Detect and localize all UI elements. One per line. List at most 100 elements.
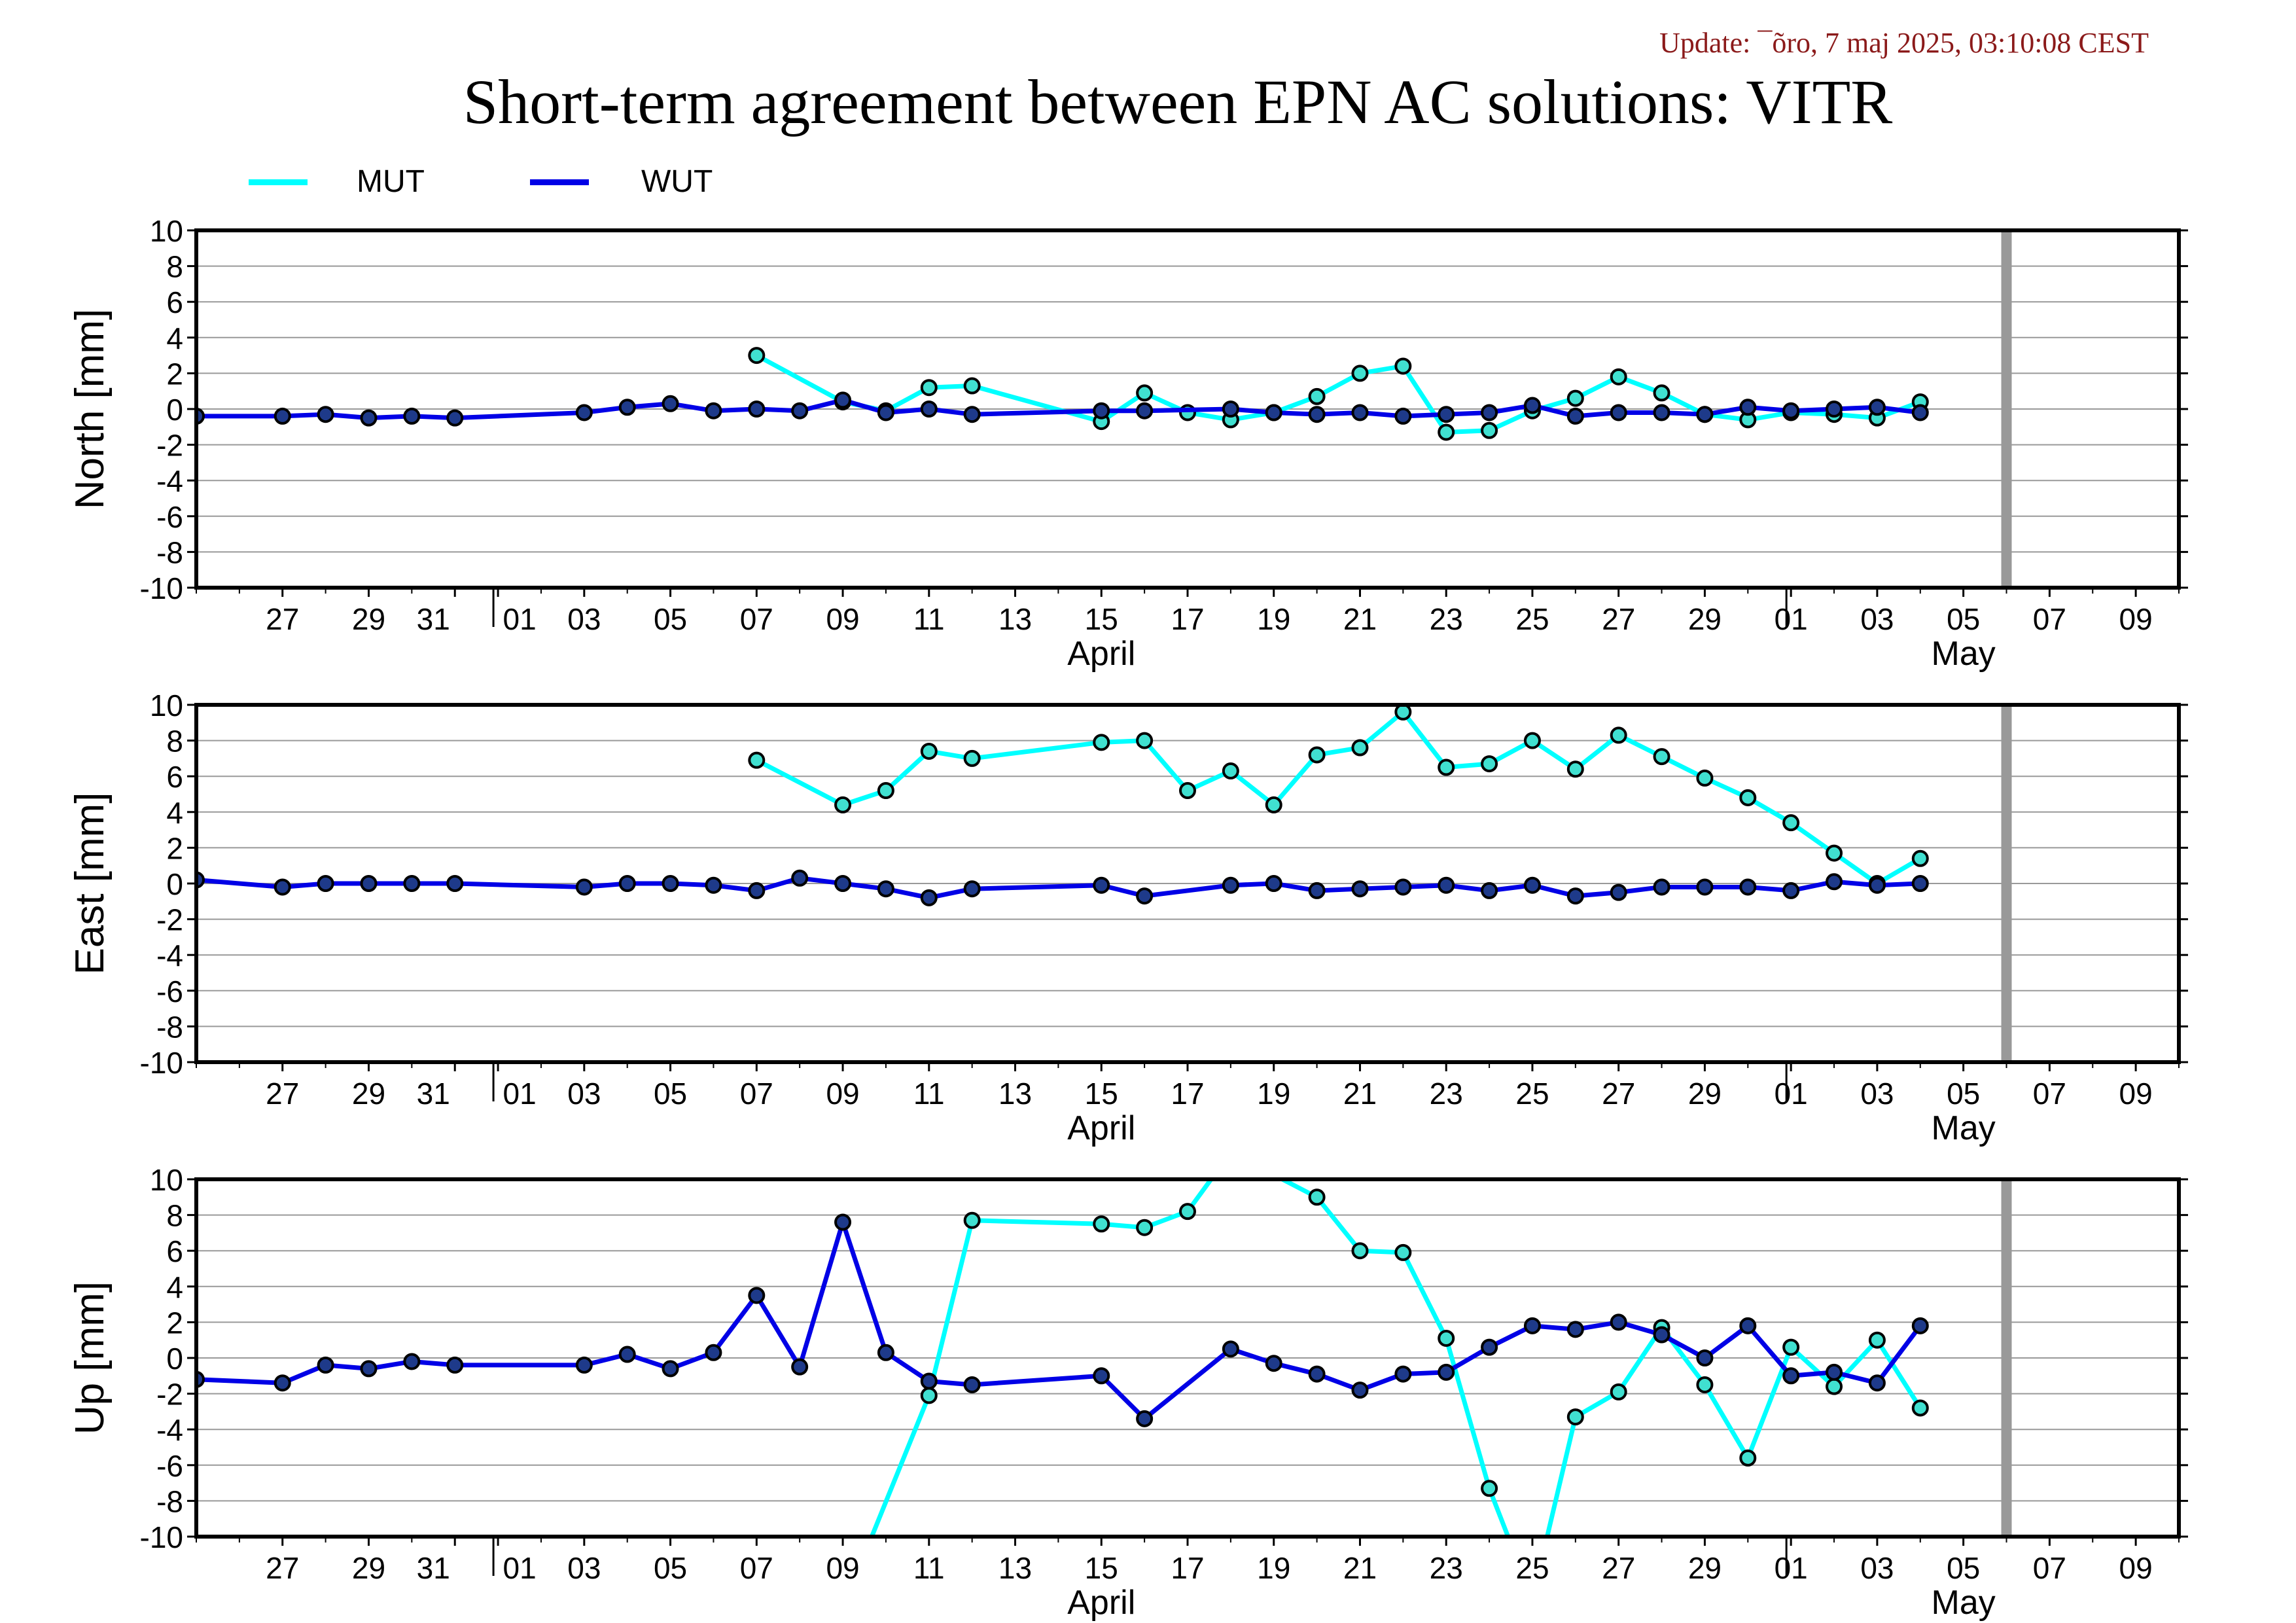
data-point-wut [662, 395, 679, 412]
plot-frame [194, 228, 2181, 590]
data-point-mut [1782, 1338, 1800, 1356]
data-point-wut [446, 1356, 464, 1374]
data-point-wut [1826, 873, 1843, 891]
data-point-wut [1826, 401, 1843, 418]
y-tick-label: -8 [156, 1010, 183, 1044]
data-point-mut [920, 1387, 938, 1404]
data-point-wut [403, 1353, 421, 1370]
y-tick-label: 2 [166, 357, 183, 391]
data-point-wut [705, 876, 722, 894]
data-point-mut [1566, 389, 1584, 407]
data-point-wut [360, 1360, 378, 1378]
data-point-wut [1351, 1382, 1369, 1399]
data-point-mut [1739, 1449, 1757, 1467]
y-axis-label: North [mm] [67, 309, 113, 510]
data-point-wut [1610, 883, 1627, 901]
data-point-wut [274, 878, 291, 896]
y-tick-label: 8 [166, 1199, 183, 1233]
data-point-wut [791, 402, 809, 419]
data-point-wut [1136, 402, 1154, 419]
data-point-wut [618, 1346, 636, 1363]
y-tick-label: -2 [156, 903, 183, 937]
x-tick-label: 13 [998, 1077, 1032, 1111]
x-tick-label: 29 [1688, 602, 1722, 636]
month-label: April [1067, 635, 1135, 673]
legend-label-wut: WUT [641, 164, 713, 199]
y-tick-label: 2 [166, 831, 183, 865]
y-tick-label: -4 [156, 938, 183, 972]
data-point-mut [1653, 384, 1670, 402]
data-point-mut [1136, 732, 1154, 749]
x-tick-label: 21 [1343, 602, 1377, 636]
x-tick-label: 09 [826, 1551, 859, 1585]
series-line-mut-up [869, 1179, 1922, 1537]
y-tick-label: 0 [166, 1342, 183, 1376]
data-point-wut [1782, 882, 1800, 899]
data-point-wut [575, 1356, 593, 1374]
y-axis-label: Up [mm] [67, 1281, 113, 1435]
x-tick-label: 09 [826, 602, 859, 636]
month-label: April [1067, 1109, 1135, 1147]
data-point-wut [877, 404, 894, 421]
data-point-wut [920, 889, 938, 906]
data-point-mut [1481, 755, 1498, 773]
data-point-wut [618, 399, 636, 416]
legend-label-mut: MUT [357, 164, 425, 199]
data-point-mut [1093, 1215, 1110, 1233]
y-tick-label: -4 [156, 1413, 183, 1447]
y-tick-label: -8 [156, 1484, 183, 1518]
data-point-wut [1308, 406, 1326, 423]
x-tick-label: 09 [826, 1077, 859, 1111]
data-point-wut [920, 1372, 938, 1390]
y-tick-label: -2 [156, 429, 183, 463]
y-tick-label: 4 [166, 321, 183, 355]
x-tick-label: 21 [1343, 1077, 1377, 1111]
data-point-wut [1265, 1355, 1282, 1372]
data-point-wut [748, 882, 766, 899]
data-point-wut [1610, 404, 1627, 421]
update-timestamp: Update: ¯õro, 7 maj 2025, 03:10:08 CEST [1659, 27, 2149, 59]
data-point-wut [1911, 404, 1929, 421]
data-point-wut [1739, 399, 1757, 416]
data-point-wut [1136, 1410, 1154, 1427]
data-point-wut [705, 402, 722, 419]
data-point-wut [834, 391, 852, 409]
x-tick-label: 15 [1085, 602, 1118, 636]
data-point-wut [1868, 1374, 1886, 1392]
data-point-mut [1481, 421, 1498, 439]
y-tick-label: 6 [166, 1234, 183, 1268]
data-point-mut [1868, 1331, 1886, 1349]
x-tick-label: 25 [1515, 1551, 1549, 1585]
data-point-wut [1093, 1367, 1110, 1385]
data-point-wut [1438, 1363, 1455, 1381]
x-tick-label: 27 [266, 1551, 299, 1585]
data-point-wut [920, 401, 938, 418]
data-point-wut [662, 1360, 679, 1378]
plot-frame [194, 1177, 2181, 1539]
x-tick-label: 25 [1515, 1077, 1549, 1111]
data-point-wut [446, 875, 464, 892]
data-point-wut [360, 875, 378, 892]
data-point-mut [1093, 734, 1110, 751]
data-point-wut [1653, 404, 1670, 421]
data-point-wut [963, 880, 981, 898]
data-point-wut [1351, 404, 1369, 421]
data-point-wut [446, 409, 464, 427]
x-tick-label: 19 [1257, 1551, 1290, 1585]
x-tick-label: 31 [417, 1077, 450, 1111]
data-point-mut [834, 796, 852, 813]
x-tick-label: 29 [352, 1551, 385, 1585]
x-tick-label: 05 [654, 1077, 687, 1111]
data-point-mut [1566, 760, 1584, 778]
data-point-wut [1093, 402, 1110, 419]
data-point-mut [1481, 1480, 1498, 1497]
data-point-mut [877, 782, 894, 800]
data-point-wut [274, 1374, 291, 1392]
y-axis-label: East [mm] [67, 792, 113, 974]
data-point-wut [403, 407, 421, 425]
x-tick-label: 31 [417, 1551, 450, 1585]
x-tick-label: 07 [2033, 1077, 2066, 1111]
x-tick-label: 07 [2033, 1551, 2066, 1585]
